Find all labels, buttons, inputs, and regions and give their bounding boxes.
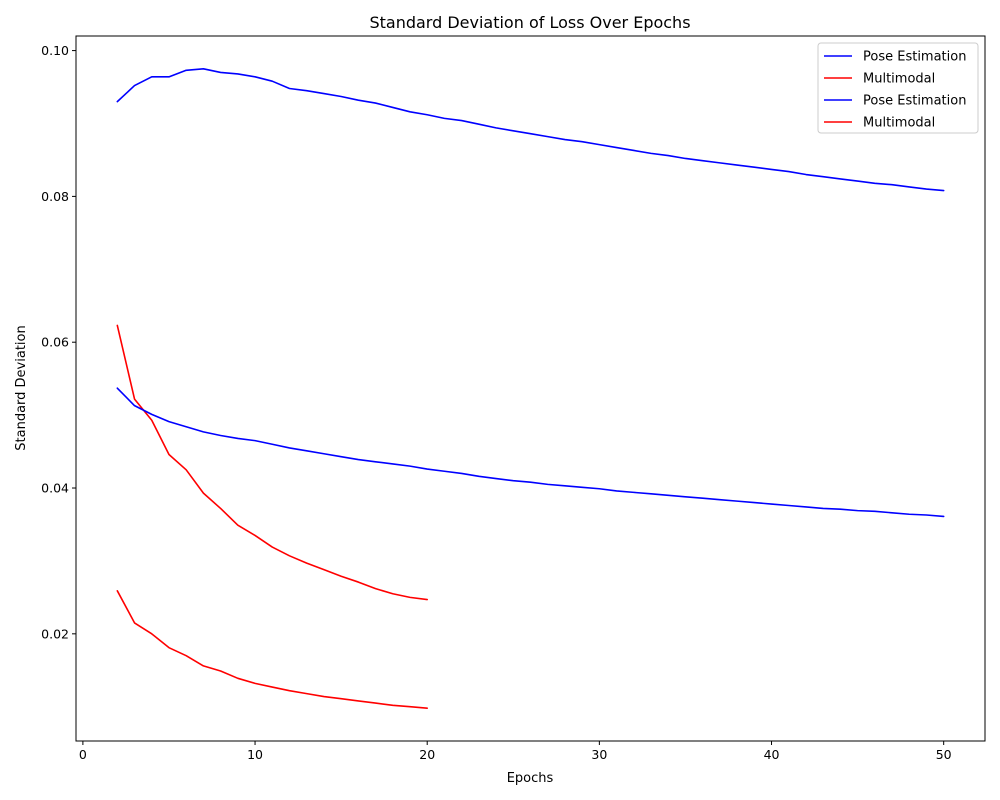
series-line-2 [116, 324, 429, 601]
legend-label: Multimodal [863, 116, 935, 131]
y-tick-label: 0.02 [41, 626, 69, 641]
legend-label: Multimodal [863, 72, 935, 87]
y-axis-label: Standard Deviation [14, 325, 29, 450]
series-line-3 [116, 387, 945, 518]
x-tick-label: 0 [79, 747, 87, 762]
x-axis-label: Epochs [507, 771, 554, 786]
x-tick-label: 10 [247, 747, 263, 762]
legend-label: Pose Estimation [863, 50, 966, 65]
x-tick-label: 50 [936, 747, 952, 762]
x-tick-label: 20 [419, 747, 435, 762]
legend-box [817, 42, 979, 134]
x-tick-label: 30 [591, 747, 607, 762]
legend-label: Pose Estimation [863, 94, 966, 109]
chart-title: Standard Deviation of Loss Over Epochs [369, 13, 690, 32]
x-axis: 0 10 20 30 40 50 [79, 741, 952, 762]
y-axis: 0.02 0.04 0.06 0.08 0.10 [41, 43, 76, 641]
series-line-4 [116, 590, 429, 709]
plot-area [116, 68, 945, 709]
y-tick-label: 0.08 [41, 189, 69, 204]
series-line-1 [116, 68, 945, 192]
y-tick-label: 0.06 [41, 335, 69, 350]
axes-frame [75, 35, 986, 742]
legend: Pose Estimation Multimodal Pose Estimation… [817, 42, 979, 134]
x-tick-label: 40 [764, 747, 780, 762]
y-tick-label: 0.10 [41, 43, 69, 58]
y-tick-label: 0.04 [41, 481, 69, 496]
